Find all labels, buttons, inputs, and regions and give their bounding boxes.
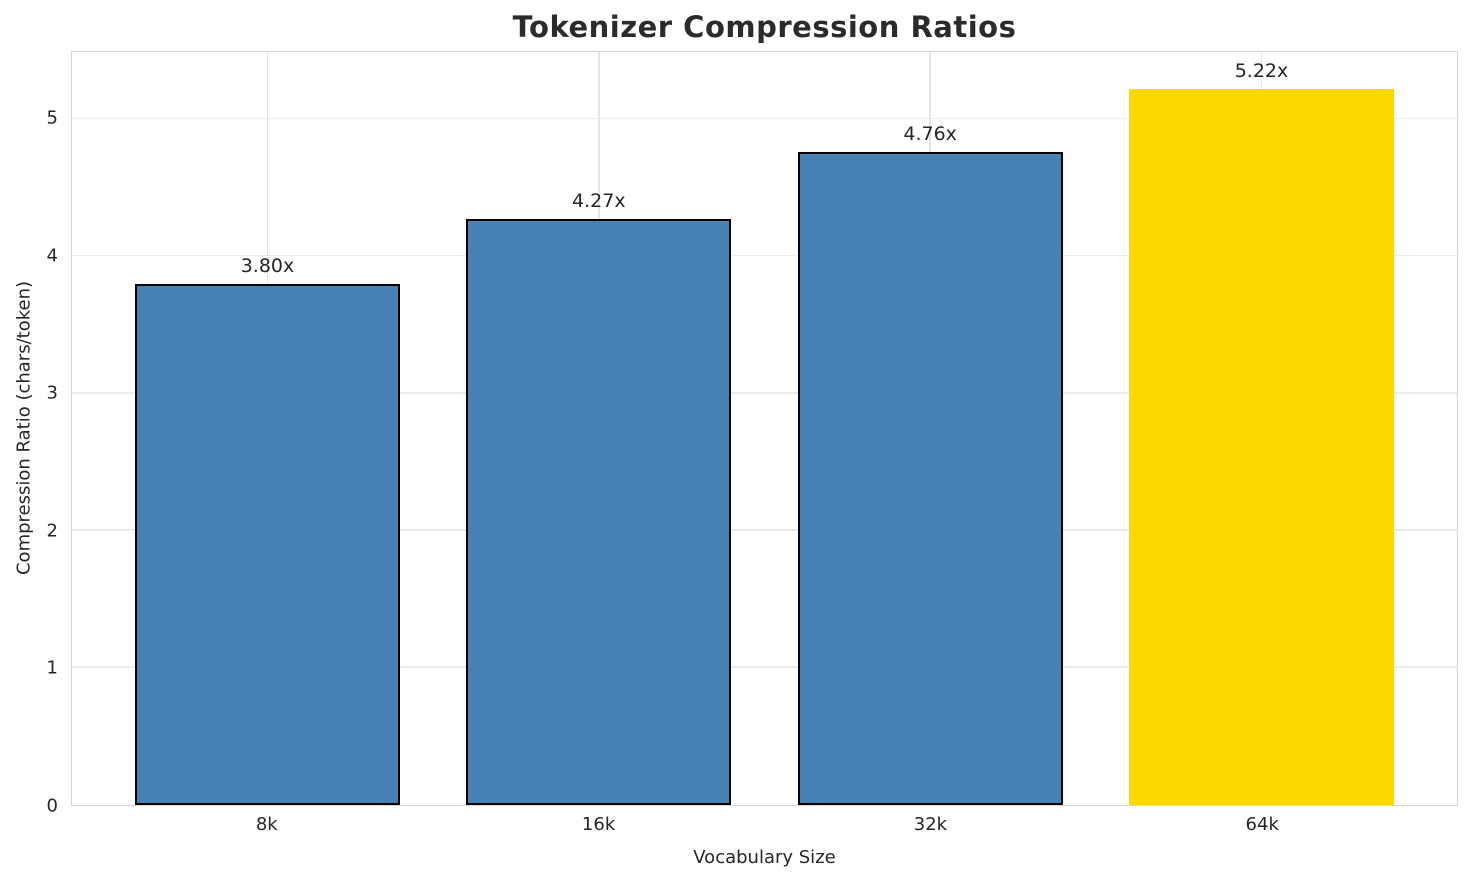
bar-value-label: 4.27x [572, 190, 626, 213]
bar-value-label: 3.80x [240, 254, 295, 277]
gridline-horizontal [72, 666, 1457, 668]
chart-title: Tokenizer Compression Ratios [512, 10, 1017, 44]
gridline-horizontal [72, 392, 1457, 394]
plot-area: 3.80x 4.27x 4.76x 5.22x [71, 51, 1458, 806]
bar-value-label: 4.76x [903, 123, 957, 146]
bar-8k [134, 283, 401, 805]
gridline-horizontal [72, 529, 1457, 531]
y-tick-label: 0 [46, 795, 58, 817]
bar-16k [466, 219, 732, 805]
x-axis-label: Vocabulary Size [693, 847, 836, 868]
gridline-horizontal [72, 254, 1457, 257]
gridline-horizontal [72, 117, 1457, 120]
x-tick-label: 8k [255, 814, 278, 835]
x-tick-labels: 8k 16k 32k 64k [71, 814, 1458, 842]
bar-64k [1128, 89, 1395, 805]
x-tick-label: 64k [1245, 814, 1279, 835]
y-tick-labels: 0 1 2 3 4 5 [0, 51, 58, 817]
y-tick-label: 3 [46, 382, 58, 404]
x-tick-label: 16k [581, 814, 616, 835]
y-tick-label: 1 [46, 657, 58, 679]
y-tick-label: 2 [46, 520, 58, 542]
x-tick-label: 32k [913, 814, 948, 835]
y-tick-label: 5 [46, 107, 58, 129]
bar-32k [797, 152, 1063, 805]
y-tick-label: 4 [46, 245, 58, 267]
bar-value-label: 5.22x [1234, 60, 1289, 83]
